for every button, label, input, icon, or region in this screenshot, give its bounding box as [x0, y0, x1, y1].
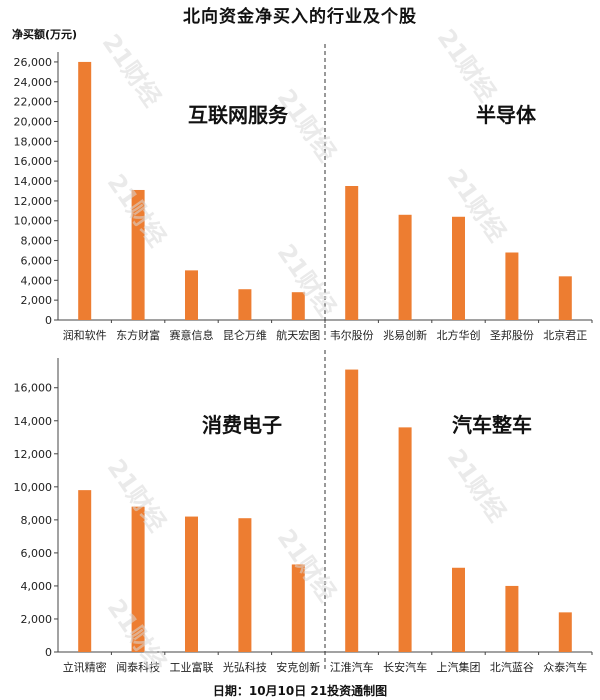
x-tick-label: 上汽集团 [437, 660, 481, 674]
x-tick-label: 北方华创 [437, 328, 481, 342]
y-tick-label: 6,000 [21, 254, 53, 267]
bar [291, 292, 305, 320]
bar [505, 585, 519, 652]
x-tick-label: 工业富联 [170, 660, 214, 674]
bar [505, 252, 519, 320]
bar [398, 214, 412, 320]
group-label: 消费电子 [202, 413, 282, 437]
y-tick-label: 2,000 [21, 613, 53, 626]
y-tick-label: 4,000 [21, 580, 53, 593]
x-tick-label: 江淮汽车 [330, 660, 374, 674]
bar [558, 612, 572, 652]
y-tick-label: 4,000 [21, 274, 53, 287]
y-tick-label: 8,000 [21, 514, 53, 527]
chart-footer: 日期：10月10日 21投资通制图 [212, 684, 388, 698]
bar [398, 427, 412, 652]
y-tick-label: 16,000 [14, 382, 53, 395]
bar [238, 518, 252, 652]
x-tick-label: 众泰汽车 [543, 660, 587, 674]
bar [345, 369, 359, 652]
y-tick-label: 18,000 [14, 135, 53, 148]
x-tick-label: 立讯精密 [63, 660, 107, 674]
watermark: 21财经 [432, 24, 502, 107]
y-axis-label: 净买额(万元) [12, 27, 77, 41]
bar [185, 270, 198, 320]
x-tick-label: 圣邦股份 [490, 329, 534, 342]
y-tick-label: 22,000 [14, 96, 53, 109]
x-tick-label: 长安汽车 [383, 660, 427, 674]
x-tick-label: 兆易创新 [383, 328, 427, 342]
x-tick-label: 东方财富 [116, 328, 160, 342]
y-tick-label: 20,000 [14, 115, 53, 128]
y-tick-label: 0 [45, 646, 52, 659]
x-tick-label: 韦尔股份 [330, 329, 374, 342]
y-tick-label: 14,000 [14, 175, 53, 188]
y-tick-label: 8,000 [21, 235, 53, 248]
bar [558, 276, 572, 320]
x-tick-label: 北汽蓝谷 [490, 660, 534, 674]
watermark: 21财经 [442, 444, 512, 527]
y-tick-label: 24,000 [14, 76, 53, 89]
watermark: 21财经 [97, 29, 167, 112]
bar [452, 216, 465, 320]
bar [345, 186, 359, 320]
bar [78, 490, 92, 652]
y-tick-label: 12,000 [14, 448, 53, 461]
bar [131, 506, 145, 652]
x-tick-label: 润和软件 [63, 328, 107, 342]
y-tick-label: 12,000 [14, 195, 53, 208]
group-label: 互联网服务 [188, 103, 289, 127]
x-tick-label: 安克创新 [276, 660, 320, 674]
x-tick-label: 昆仑万维 [223, 328, 267, 342]
y-tick-label: 0 [45, 314, 52, 327]
watermark: 21财经 [272, 524, 342, 607]
y-tick-label: 16,000 [14, 155, 53, 168]
bar [452, 567, 465, 652]
y-tick-label: 14,000 [14, 415, 53, 428]
bar [291, 564, 305, 652]
y-tick-label: 6,000 [21, 547, 53, 560]
bar [238, 289, 252, 320]
watermark: 21财经 [272, 239, 342, 322]
group-label: 半导体 [476, 103, 537, 127]
y-tick-label: 2,000 [21, 294, 53, 307]
y-tick-label: 26,000 [14, 56, 53, 69]
bar [185, 516, 198, 652]
y-tick-label: 10,000 [14, 481, 53, 494]
group-label: 汽车整车 [452, 413, 532, 437]
bar [131, 189, 145, 320]
x-tick-label: 北京君正 [543, 328, 587, 342]
bar [78, 61, 92, 320]
y-tick-label: 10,000 [14, 215, 53, 228]
x-tick-label: 航天宏图 [276, 328, 320, 342]
x-tick-label: 闻泰科技 [116, 660, 160, 674]
x-tick-label: 赛意信息 [170, 328, 214, 342]
chart-title: 北向资金净买入的行业及个股 [183, 7, 417, 27]
x-tick-label: 光弘科技 [223, 660, 267, 674]
